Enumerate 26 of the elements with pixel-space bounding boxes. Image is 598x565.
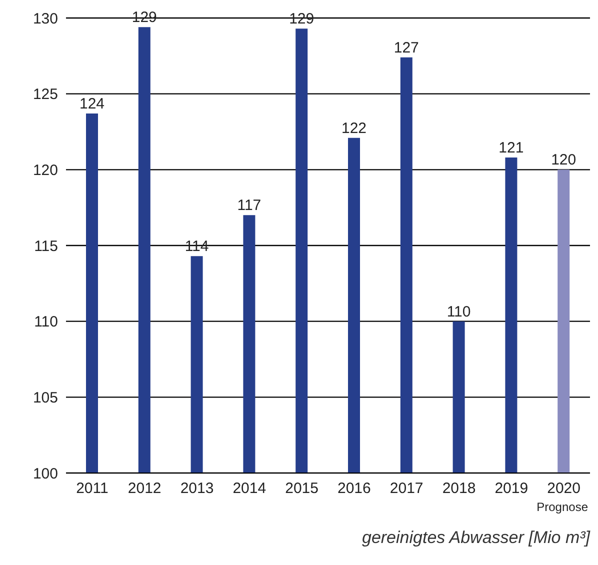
data-label: 117: [237, 197, 262, 214]
y-tick-label: 120: [32, 162, 58, 179]
y-tick-label: 100: [32, 465, 58, 482]
y-tick-label: 105: [32, 389, 58, 406]
y-tick-label: 115: [34, 238, 58, 255]
data-label: 121: [498, 140, 524, 157]
x-tick-label: 2012: [128, 480, 162, 497]
text: gereinigtes Abwasser [Mio m³]: [362, 528, 590, 548]
y-tick-label: 130: [32, 10, 58, 28]
x-tick-label: 2018: [442, 480, 476, 497]
data-label: 127: [394, 39, 419, 56]
x-tick-label: 2014: [232, 480, 266, 497]
data-label: 110: [446, 303, 471, 320]
y-tick-label: 125: [32, 86, 58, 104]
y-tick-label: 110: [34, 314, 58, 331]
data-label: 122: [341, 120, 367, 137]
x-tick-label: 2017: [390, 480, 424, 497]
data-label: 124: [79, 96, 105, 113]
x-tick-label: 2013: [180, 480, 214, 497]
x-tick-label: 2020: [547, 480, 580, 497]
x-tick-label: 2011: [76, 480, 108, 497]
x-tick-label: 2016: [338, 480, 371, 497]
x-tick-label: 2019: [494, 480, 528, 497]
text: Prognose: [536, 500, 588, 514]
x-tick-label: 2015: [285, 480, 318, 497]
data-label: 120: [551, 152, 576, 169]
